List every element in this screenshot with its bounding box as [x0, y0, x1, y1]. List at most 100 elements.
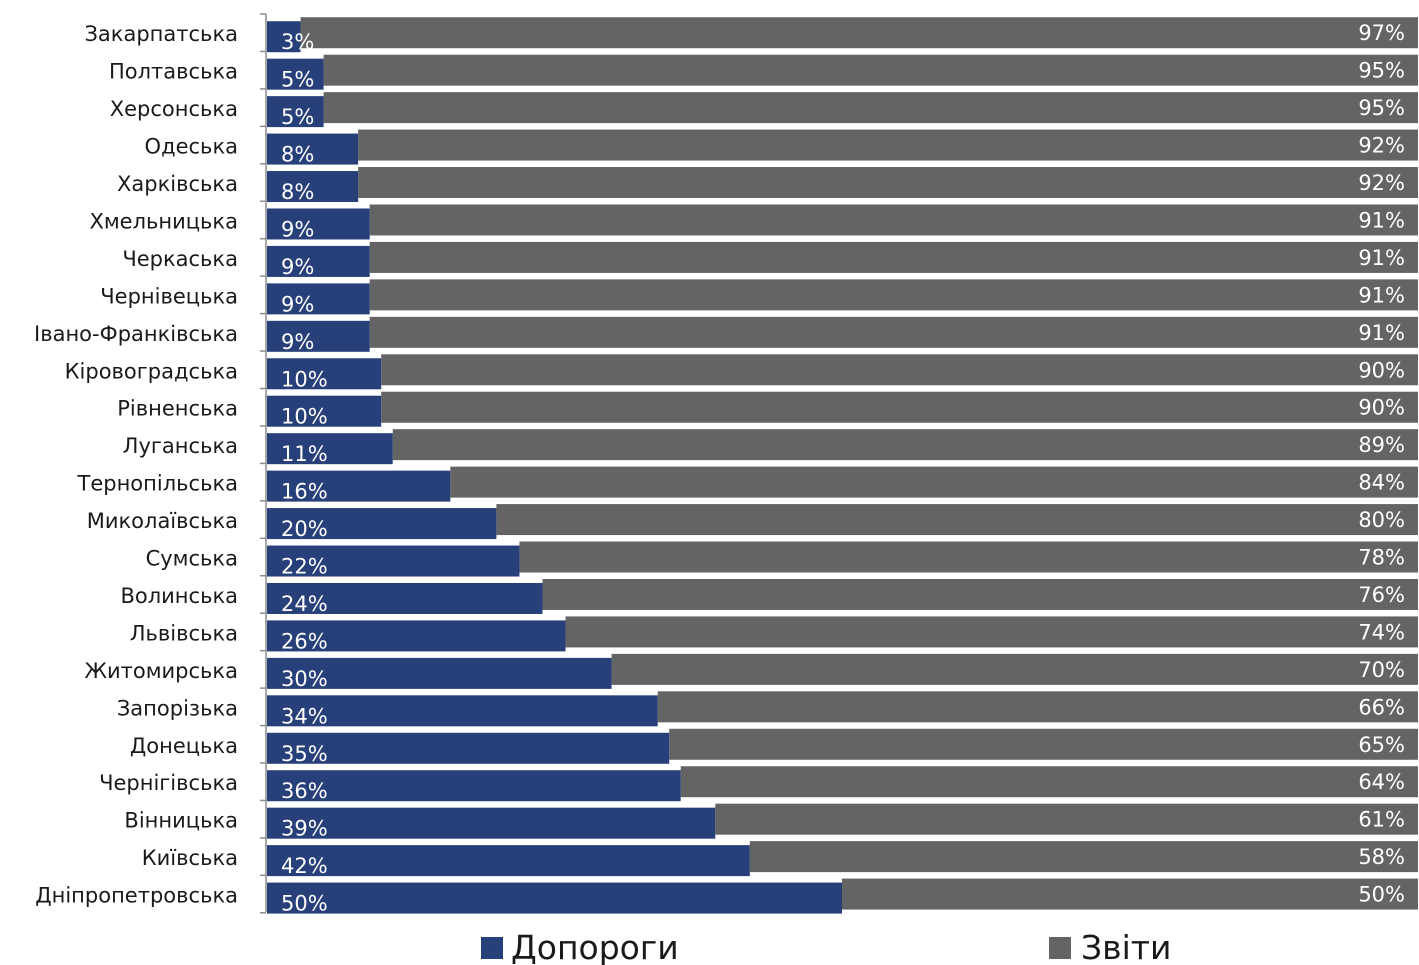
data-label-zvity: 76% [1358, 583, 1405, 607]
bar-zvity [450, 466, 1418, 498]
data-label-zvity: 95% [1358, 59, 1405, 83]
bar-zvity [369, 316, 1419, 348]
category-label: Житомирська [84, 659, 238, 683]
bar-zvity [715, 803, 1418, 835]
bar-zvity [358, 129, 1418, 161]
category-label: Волинська [120, 584, 238, 608]
data-label-dopohory: 3% [281, 30, 314, 54]
bar-zvity [657, 691, 1418, 723]
bar-dopohory [267, 620, 566, 652]
bar-zvity [842, 878, 1418, 910]
data-label-dopohory: 30% [281, 667, 328, 691]
bar-zvity [565, 616, 1418, 648]
category-label: Одеська [145, 135, 238, 159]
bar-zvity [369, 241, 1419, 273]
bar-dopohory [267, 283, 370, 315]
bar-dopohory [267, 208, 370, 240]
data-label-zvity: 61% [1358, 808, 1405, 832]
data-label-zvity: 65% [1358, 733, 1405, 757]
data-label-dopohory: 22% [281, 555, 328, 579]
legend-swatch-zvity [1049, 937, 1071, 959]
bar-zvity [749, 841, 1418, 873]
bar-dopohory [267, 171, 359, 203]
data-label-zvity: 91% [1358, 208, 1405, 232]
category-label: Донецька [130, 734, 238, 758]
data-label-dopohory: 10% [281, 367, 328, 391]
bar-zvity [496, 504, 1418, 536]
data-label-zvity: 66% [1358, 695, 1405, 719]
category-label: Луганська [123, 434, 238, 458]
data-label-dopohory: 39% [281, 817, 328, 841]
data-label-dopohory: 10% [281, 405, 328, 429]
data-label-zvity: 92% [1358, 171, 1405, 195]
category-label: Миколаївська [87, 509, 238, 533]
category-label: Кіровоградська [65, 359, 238, 383]
data-label-zvity: 78% [1358, 546, 1405, 570]
data-label-dopohory: 5% [281, 68, 314, 92]
data-label-zvity: 58% [1358, 845, 1405, 869]
bar-dopohory [267, 358, 382, 390]
y-axis-ticks [260, 13, 266, 914]
bar-zvity [392, 429, 1419, 461]
bar-dopohory [267, 320, 370, 352]
data-label-dopohory: 26% [281, 629, 328, 653]
data-label-zvity: 64% [1358, 770, 1405, 794]
bar-dopohory [267, 882, 842, 914]
category-label: Вінницька [124, 809, 238, 833]
data-label-dopohory: 24% [281, 592, 328, 616]
bar-zvity [323, 92, 1419, 124]
data-label-zvity: 92% [1358, 134, 1405, 158]
data-label-dopohory: 16% [281, 480, 328, 504]
bar-dopohory [267, 96, 324, 128]
data-label-dopohory: 36% [281, 779, 328, 803]
category-labels: Закарпатська Полтавська Херсонська Одеська Х… [34, 22, 238, 907]
bar-dopohory [267, 133, 359, 165]
data-label-dopohory: 35% [281, 742, 328, 766]
data-label-dopohory: 11% [281, 442, 328, 466]
data-label-zvity: 74% [1358, 620, 1405, 644]
legend-label-dopohory: Допороги [511, 928, 679, 965]
bar-dopohory [267, 807, 716, 839]
bar-dopohory [267, 58, 324, 90]
bar-dopohory [267, 845, 750, 877]
bar-zvity [519, 541, 1418, 573]
category-label: Полтавська [109, 60, 238, 84]
bar-zvity [369, 204, 1419, 236]
bar-series [267, 17, 1419, 914]
bar-dopohory [267, 770, 681, 802]
data-label-zvity: 89% [1358, 433, 1405, 457]
legend-label-zvity: Звіти [1081, 928, 1171, 965]
bar-zvity [381, 354, 1419, 386]
legend: Допороги Звіти [481, 928, 1171, 965]
legend-swatch-dopohory [481, 937, 503, 959]
data-label-zvity: 70% [1358, 658, 1405, 682]
bar-zvity [669, 728, 1418, 760]
data-label-zvity: 91% [1358, 283, 1405, 307]
bar-zvity [381, 391, 1419, 423]
bar-zvity [680, 766, 1418, 798]
data-label-zvity: 95% [1358, 96, 1405, 120]
data-label-zvity: 91% [1358, 246, 1405, 270]
data-label-dopohory: 42% [281, 854, 328, 878]
data-label-zvity: 90% [1358, 396, 1405, 420]
data-label-dopohory: 9% [281, 217, 314, 241]
category-label: Хмельницька [89, 209, 238, 233]
category-label: Київська [142, 846, 238, 870]
data-label-zvity: 91% [1358, 321, 1405, 345]
data-label-zvity: 50% [1358, 883, 1405, 907]
data-label-zvity: 80% [1358, 508, 1405, 532]
data-label-dopohory: 34% [281, 704, 328, 728]
category-label: Закарпатська [84, 22, 238, 46]
category-label: Черкаська [122, 247, 238, 271]
bar-dopohory [267, 732, 670, 764]
category-label: Чернівецька [100, 284, 238, 308]
data-label-zvity: 90% [1358, 358, 1405, 382]
bar-zvity [323, 54, 1419, 86]
category-label: Тернопільська [77, 472, 239, 496]
data-label-dopohory: 20% [281, 517, 328, 541]
data-label-dopohory: 8% [281, 180, 314, 204]
bar-dopohory [267, 695, 658, 727]
data-label-dopohory: 9% [281, 330, 314, 354]
bar-dopohory [267, 545, 520, 577]
data-label-dopohory: 9% [281, 255, 314, 279]
